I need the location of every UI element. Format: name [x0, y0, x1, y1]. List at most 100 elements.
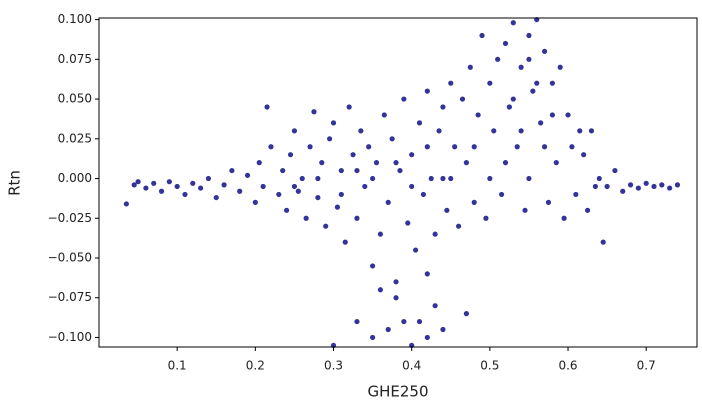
- point: [397, 167, 403, 174]
- point: [291, 128, 298, 134]
- point: [651, 183, 657, 190]
- y-tick-label: 0.050: [58, 92, 92, 106]
- point: [369, 334, 376, 341]
- point: [538, 120, 544, 126]
- point: [495, 56, 501, 62]
- point: [377, 231, 384, 237]
- point: [506, 104, 512, 110]
- point: [190, 180, 196, 186]
- x-tick-label: 0.6: [558, 359, 577, 373]
- x-tick-label: 0.3: [324, 359, 343, 373]
- point: [307, 144, 313, 150]
- point: [381, 112, 387, 118]
- point: [604, 183, 610, 190]
- point: [541, 48, 548, 54]
- point: [526, 175, 532, 182]
- point: [280, 167, 286, 174]
- point: [264, 104, 270, 110]
- point: [393, 160, 399, 166]
- point: [284, 207, 290, 213]
- point: [643, 180, 649, 186]
- point: [354, 167, 360, 174]
- point: [424, 88, 430, 94]
- point: [491, 128, 497, 134]
- point: [514, 144, 520, 150]
- point: [432, 303, 438, 309]
- point: [448, 80, 454, 86]
- point: [518, 64, 524, 70]
- point: [561, 215, 567, 221]
- point: [229, 167, 235, 174]
- point: [448, 175, 454, 182]
- point: [487, 80, 493, 86]
- point: [416, 318, 423, 325]
- point: [600, 239, 606, 245]
- point: [131, 182, 137, 188]
- y-tick-label: 0.100: [58, 12, 92, 26]
- x-tick-label: 0.1: [168, 359, 187, 373]
- point: [424, 334, 430, 341]
- point: [635, 185, 641, 191]
- point: [487, 175, 493, 182]
- point: [549, 80, 555, 86]
- point: [483, 215, 489, 221]
- point: [123, 201, 129, 207]
- y-tick-label: 0.025: [58, 131, 92, 145]
- point: [393, 295, 399, 301]
- point: [327, 136, 333, 142]
- point: [205, 175, 212, 182]
- point: [354, 318, 360, 325]
- point: [412, 247, 419, 253]
- point: [389, 136, 395, 142]
- point: [252, 199, 258, 205]
- point: [545, 199, 552, 205]
- point: [526, 32, 532, 39]
- point: [221, 182, 227, 188]
- y-axis-label: Rtn: [6, 170, 24, 196]
- point: [287, 152, 294, 158]
- point: [588, 128, 595, 134]
- point: [299, 175, 305, 182]
- y-tick-label: −0.050: [48, 250, 92, 264]
- point: [369, 175, 376, 182]
- point: [502, 160, 509, 166]
- point: [311, 109, 317, 115]
- point: [182, 191, 188, 198]
- point: [420, 191, 427, 198]
- point: [627, 182, 634, 188]
- point: [323, 223, 329, 229]
- point: [526, 56, 532, 62]
- point: [416, 120, 423, 126]
- point: [436, 128, 442, 134]
- point: [373, 160, 380, 166]
- point: [502, 40, 509, 47]
- point: [459, 96, 466, 102]
- point: [471, 144, 477, 150]
- point: [143, 185, 149, 191]
- point: [401, 96, 407, 102]
- point: [577, 128, 583, 134]
- point: [174, 183, 180, 190]
- point: [659, 182, 665, 188]
- point: [596, 175, 602, 182]
- point: [385, 326, 391, 333]
- point: [342, 239, 348, 245]
- point: [522, 207, 528, 213]
- point: [592, 183, 598, 190]
- point: [432, 231, 438, 237]
- point: [346, 104, 352, 110]
- point: [385, 199, 391, 205]
- point: [334, 204, 341, 210]
- point: [455, 223, 462, 229]
- y-tick-label: 0.000: [58, 171, 92, 185]
- point: [295, 188, 301, 194]
- point: [198, 185, 204, 191]
- point: [244, 172, 251, 178]
- point: [358, 128, 364, 134]
- x-tick-label: 0.5: [480, 359, 499, 373]
- point: [315, 194, 321, 201]
- point: [452, 144, 458, 150]
- point: [674, 182, 681, 188]
- point: [362, 183, 368, 190]
